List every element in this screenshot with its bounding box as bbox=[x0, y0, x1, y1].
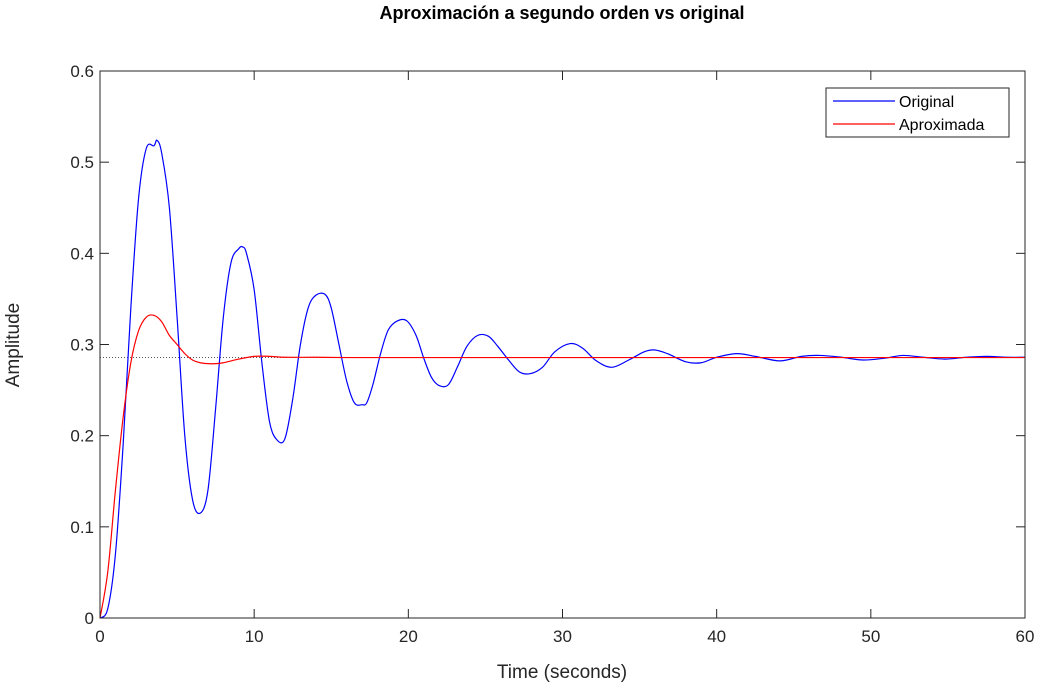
series-lines bbox=[99, 139, 1026, 619]
x-tick-label: 30 bbox=[553, 627, 572, 646]
y-tick-label: 0.5 bbox=[70, 153, 94, 172]
y-tick-labels: 0 0.1 0.2 0.3 0.4 0.5 0.6 bbox=[70, 62, 94, 628]
legend-box bbox=[825, 87, 1010, 138]
series-line-original bbox=[99, 139, 1026, 619]
y-tick-label: 0.1 bbox=[70, 518, 94, 537]
plot-frame bbox=[99, 70, 1026, 619]
legend-label-original: Original bbox=[899, 94, 954, 111]
y-tick-label: 0.6 bbox=[70, 62, 94, 81]
x-tick-label: 40 bbox=[707, 627, 726, 646]
y-axis-title: Amplitude bbox=[3, 303, 24, 388]
legend: Original Aproximada bbox=[825, 87, 1010, 138]
chart-title: Aproximación a segundo orden vs original bbox=[379, 3, 744, 23]
x-tick-label: 10 bbox=[245, 627, 264, 646]
y-tick-label: 0.4 bbox=[70, 244, 94, 263]
x-tick-label: 0 bbox=[95, 627, 104, 646]
x-tick-label: 60 bbox=[1016, 627, 1035, 646]
x-tick-label: 50 bbox=[861, 627, 880, 646]
legend-label-aproximada: Aproximada bbox=[899, 117, 984, 134]
x-tick-labels: 0 10 20 30 40 50 60 bbox=[95, 627, 1034, 646]
x-tick-label: 20 bbox=[399, 627, 418, 646]
series-line-aproximada bbox=[99, 314, 1025, 619]
y-tick-label: 0.2 bbox=[70, 427, 94, 446]
x-axis-title: Time (seconds) bbox=[497, 662, 627, 683]
y-tick-label: 0.3 bbox=[70, 336, 94, 355]
plot-area bbox=[100, 71, 1025, 618]
y-tick-label: 0 bbox=[85, 609, 94, 628]
